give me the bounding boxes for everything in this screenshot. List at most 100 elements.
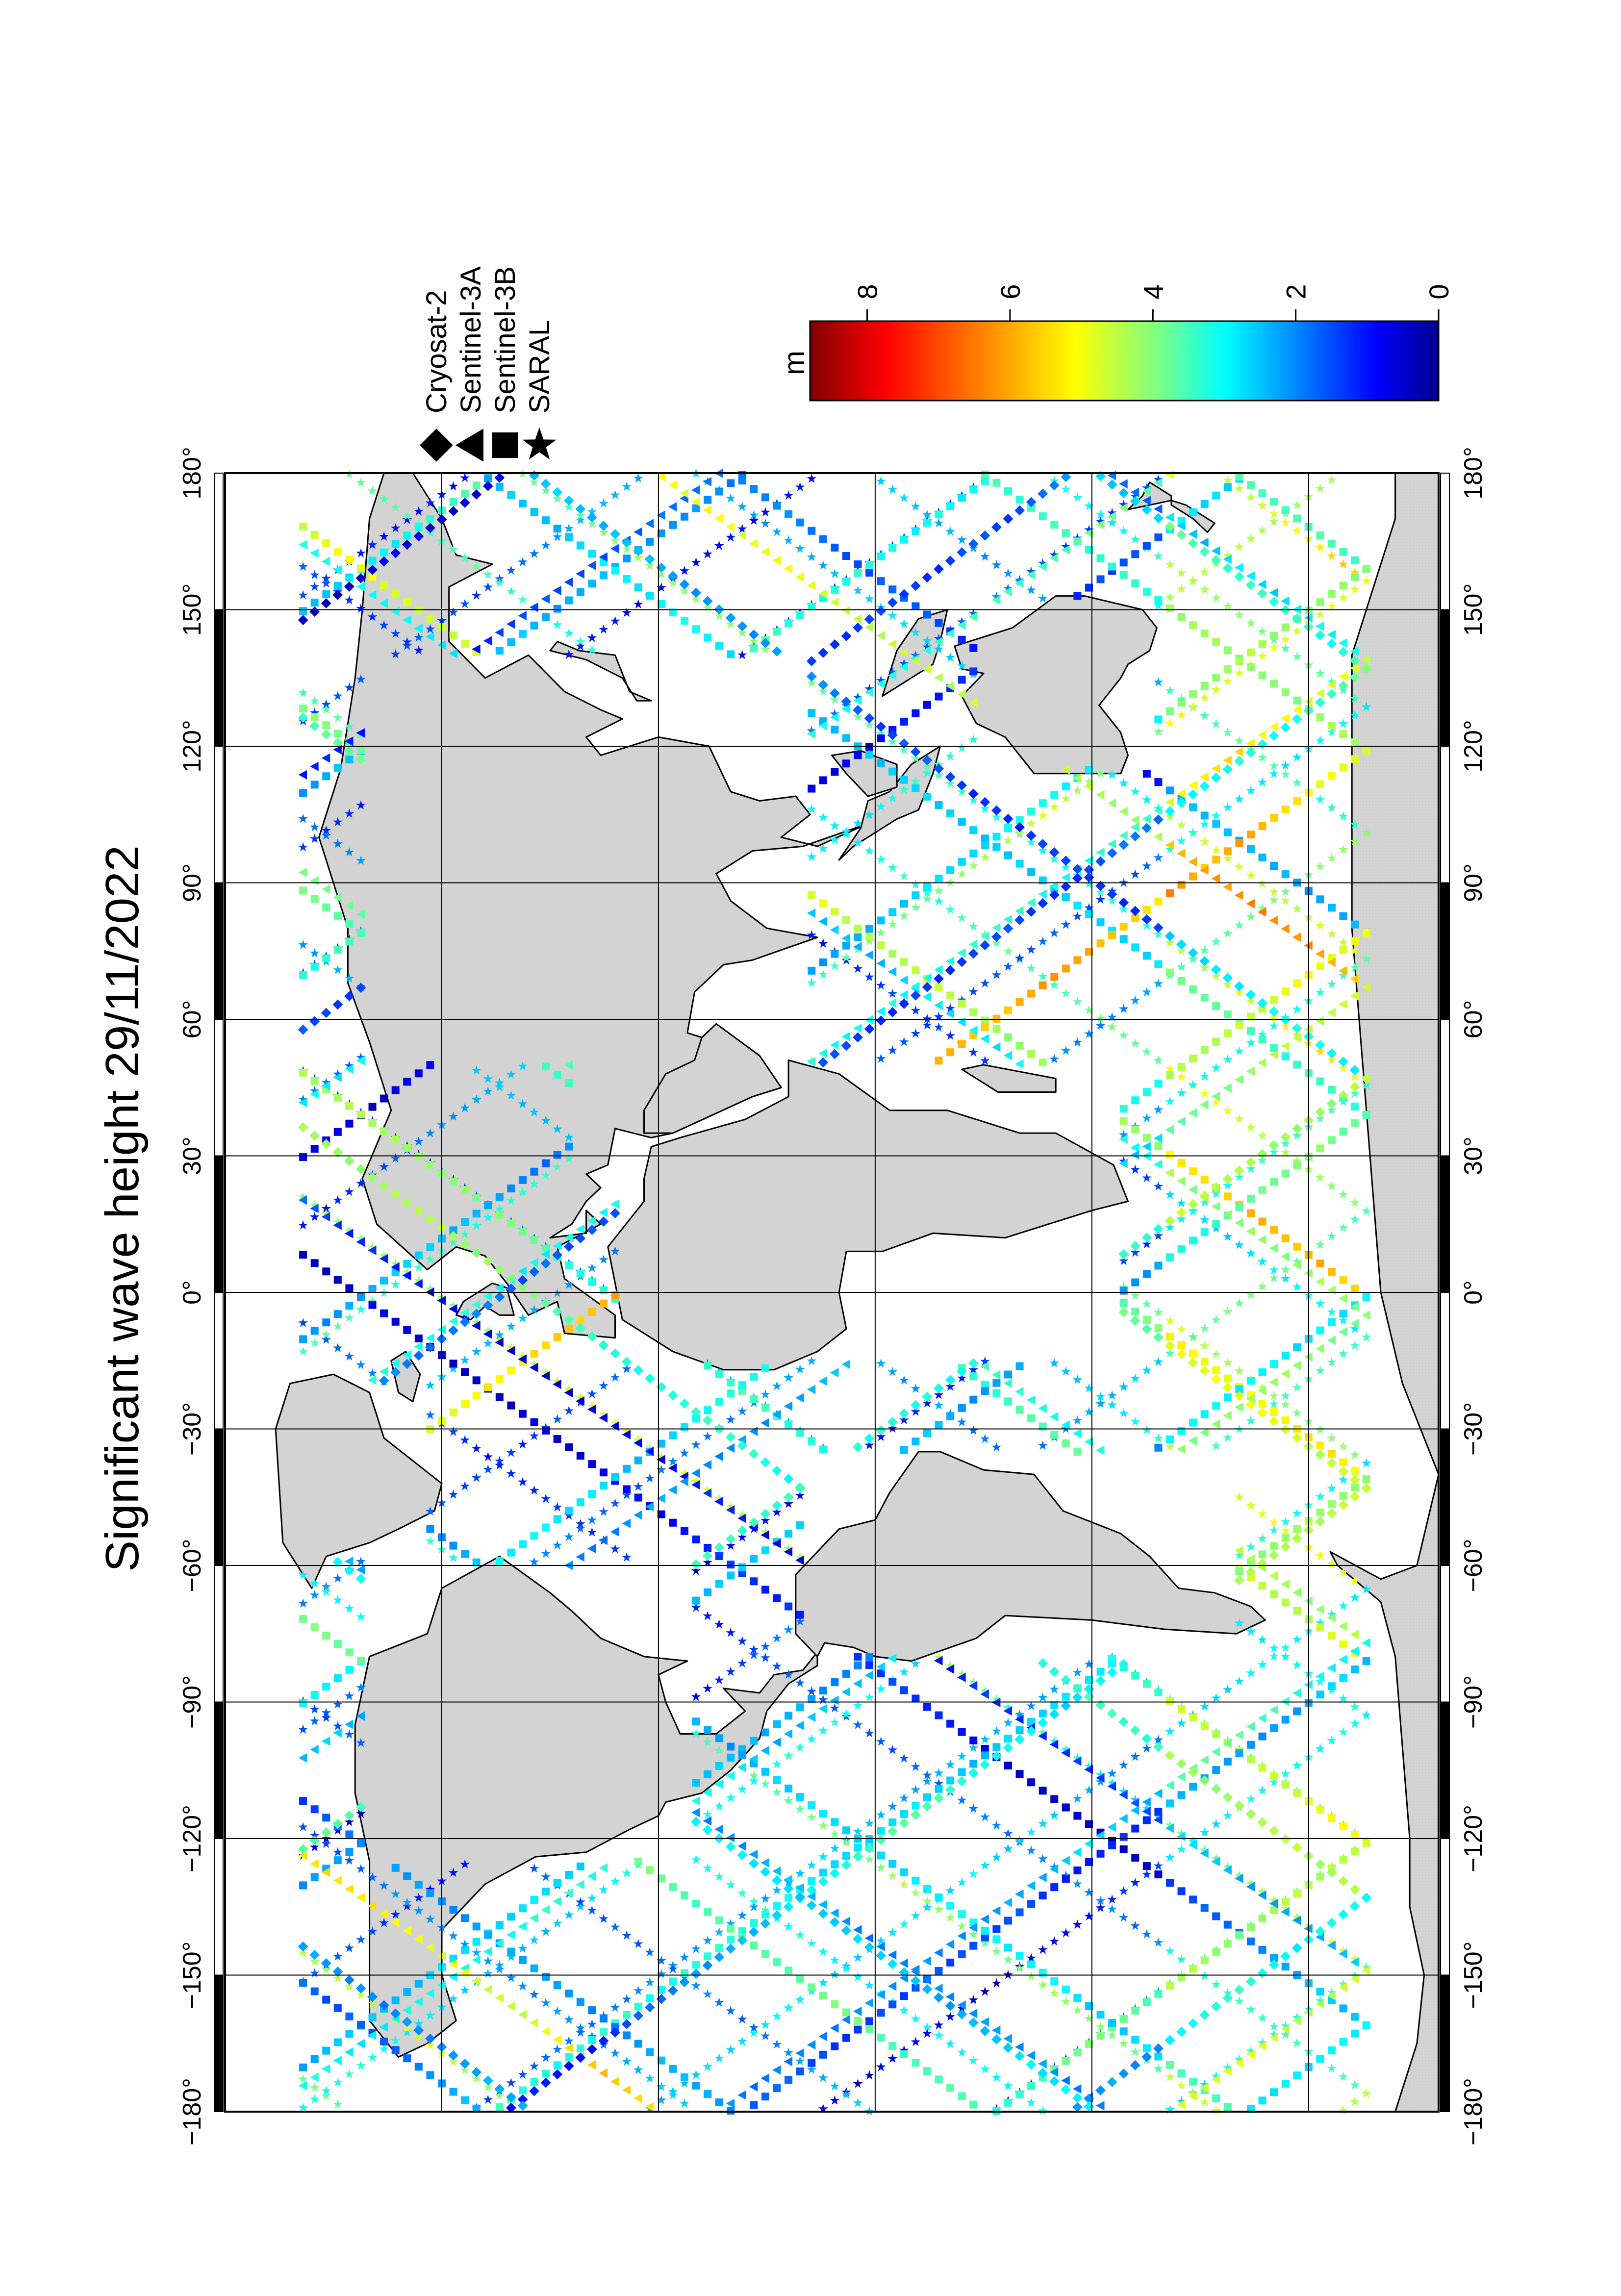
- track-point: [1211, 1819, 1221, 1829]
- track-point: [1038, 1709, 1047, 1717]
- track-point: [599, 2015, 608, 2023]
- track-point: [922, 1398, 932, 1408]
- track-point: [667, 1390, 678, 1401]
- track-point: [1269, 1571, 1278, 1581]
- track-point: [1258, 1764, 1266, 1772]
- track-point: [784, 1874, 793, 1885]
- track-point: [1200, 1755, 1209, 1765]
- track-point: [1165, 1852, 1175, 1862]
- track-point: [1245, 580, 1256, 590]
- track-point: [808, 709, 816, 717]
- track-point: [449, 1177, 457, 1186]
- track-point: [957, 957, 967, 967]
- track-point: [1211, 2074, 1220, 2084]
- track-point: [1199, 945, 1210, 955]
- track-point: [1189, 1714, 1197, 1722]
- track-point: [830, 1843, 840, 1853]
- track-point: [1361, 1080, 1371, 1089]
- track-point: [1026, 945, 1036, 954]
- track-point: [1223, 847, 1232, 856]
- track-point: [1003, 583, 1013, 593]
- track-point: [610, 2027, 620, 2038]
- track-point: [1350, 945, 1360, 955]
- track-point: [808, 1695, 816, 1703]
- track-point: [344, 1565, 355, 1576]
- track-point: [518, 1956, 527, 1964]
- track-point: [934, 564, 944, 575]
- track-point: [957, 660, 967, 670]
- track-point: [1188, 538, 1198, 549]
- track-point: [669, 2065, 677, 2073]
- track-point: [980, 852, 990, 861]
- track-point: [945, 778, 955, 788]
- track-point: [1211, 1853, 1221, 1863]
- track-point: [934, 633, 944, 643]
- track-point: [807, 978, 817, 987]
- track-point: [333, 1276, 342, 1284]
- track-point: [611, 1473, 619, 1481]
- track-point: [887, 2053, 898, 2063]
- track-point: [1222, 2063, 1233, 2072]
- track-point: [1350, 1630, 1359, 1640]
- track-point: [1246, 899, 1255, 908]
- track-point: [356, 1839, 365, 1847]
- track-point: [784, 535, 793, 545]
- track-point: [1118, 2038, 1129, 2048]
- track-point: [1153, 1433, 1164, 1443]
- track-point: [968, 1922, 978, 1933]
- track-point: [483, 1329, 492, 1339]
- track-point: [737, 524, 747, 533]
- track-point: [853, 1032, 863, 1043]
- track-point: [1027, 868, 1036, 876]
- track-point: [564, 1888, 573, 1898]
- track-point: [1362, 1110, 1370, 1119]
- track-point: [471, 1248, 482, 1258]
- track-point: [726, 1880, 736, 1889]
- track-point: [1235, 839, 1243, 847]
- track-point: [1235, 656, 1243, 665]
- track-point: [449, 1360, 457, 1368]
- track-point: [1027, 1778, 1036, 1787]
- track-point: [367, 564, 378, 575]
- legend-label: SARAL: [524, 320, 556, 413]
- track-point: [610, 490, 620, 500]
- track-point: [1153, 1741, 1164, 1752]
- track-point: [1292, 1916, 1301, 1925]
- track-point: [1280, 634, 1291, 644]
- track-point: [1199, 710, 1210, 720]
- track-point: [460, 599, 470, 608]
- track-point: [1154, 2052, 1163, 2061]
- track-point: [887, 1416, 898, 1427]
- track-point: [529, 1935, 539, 1944]
- track-point: [1038, 2059, 1047, 2069]
- track-point: [332, 2099, 343, 2109]
- track-point: [749, 2082, 758, 2092]
- track-point: [414, 1880, 423, 1889]
- track-point: [1326, 1098, 1337, 1109]
- track-point: [402, 1897, 412, 1907]
- track-point: [876, 1936, 886, 1945]
- track-point: [714, 1745, 724, 1755]
- track-point: [1349, 1491, 1360, 1502]
- track-point: [1246, 845, 1255, 853]
- track-point: [1072, 1756, 1082, 1766]
- track-point: [506, 565, 516, 575]
- track-point: [587, 2031, 597, 2041]
- track-point: [356, 1808, 366, 1818]
- track-point: [391, 2046, 400, 2054]
- track-point: [1119, 1159, 1128, 1168]
- track-point: [957, 620, 966, 630]
- track-point: [1061, 1366, 1071, 1376]
- track-point: [1327, 1987, 1337, 1997]
- track-point: [761, 493, 769, 502]
- track-point: [355, 983, 366, 993]
- track-point: [610, 1922, 620, 1932]
- track-point: [1095, 520, 1105, 530]
- track-point: [448, 1972, 457, 1982]
- track-point: [1038, 1944, 1048, 1954]
- track-point: [310, 1089, 319, 1099]
- track-point: [1234, 1676, 1244, 1686]
- map-border: [224, 472, 1440, 2113]
- track-point: [1315, 1617, 1325, 1627]
- track-point: [402, 1197, 412, 1208]
